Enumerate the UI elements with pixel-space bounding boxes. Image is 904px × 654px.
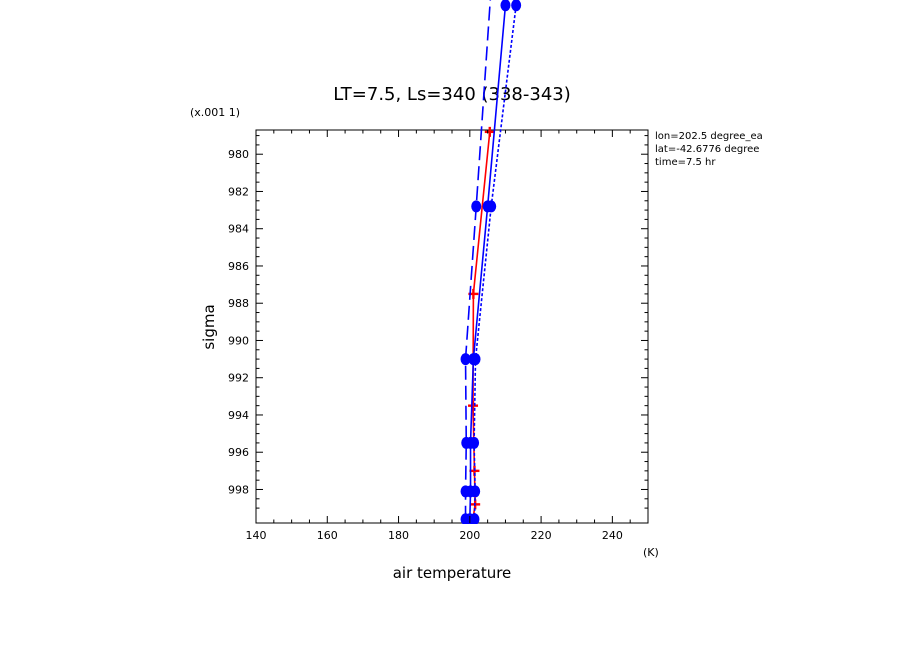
x-tick-label: 220 bbox=[531, 529, 552, 542]
x-tick-label: 240 bbox=[602, 529, 623, 542]
circle-marker bbox=[460, 485, 471, 498]
series-line-dotted-3 bbox=[473, 5, 517, 520]
info-lon: lon=202.5 degree_ea bbox=[655, 131, 763, 142]
y-tick-label: 992 bbox=[228, 372, 249, 385]
y-axis-label: sigma bbox=[200, 304, 218, 349]
x-tick-label: 200 bbox=[459, 529, 480, 542]
series-layer bbox=[460, 0, 522, 524]
info-time: time=7.5 hr bbox=[655, 157, 716, 168]
y-scale-label: (x.001 1) bbox=[190, 106, 240, 119]
circle-marker bbox=[461, 436, 472, 449]
cross-marker bbox=[468, 400, 479, 411]
y-tick-label: 984 bbox=[228, 223, 249, 236]
y-tick-label: 996 bbox=[228, 446, 249, 459]
circle-marker bbox=[460, 513, 471, 524]
x-axis-unit: (K) bbox=[643, 546, 659, 559]
y-tick-label: 982 bbox=[228, 185, 249, 198]
circle-marker bbox=[469, 436, 480, 449]
y-tick-label: 998 bbox=[228, 483, 249, 496]
circle-marker bbox=[470, 353, 481, 366]
circle-marker bbox=[486, 200, 497, 213]
x-axis-label: air temperature bbox=[393, 564, 512, 582]
circle-marker bbox=[469, 513, 480, 524]
x-tick-label: 160 bbox=[317, 529, 338, 542]
series-line-solid-0 bbox=[471, 131, 491, 522]
circle-marker bbox=[500, 0, 511, 12]
info-lat: lat=-42.6776 degree bbox=[655, 144, 759, 155]
y-tick-label: 980 bbox=[228, 148, 249, 161]
y-tick-label: 994 bbox=[228, 409, 249, 422]
circle-marker bbox=[511, 0, 522, 12]
cross-marker bbox=[484, 126, 495, 137]
circle-marker bbox=[470, 485, 481, 498]
y-tick-label: 986 bbox=[228, 260, 249, 273]
plot-frame bbox=[255, 129, 649, 524]
chart-title: LT=7.5, Ls=340 (338-343) bbox=[333, 84, 571, 105]
circle-marker bbox=[460, 353, 471, 366]
axes-layer: 140 160 180 200 220 240 980 982 984 986 988 990 992 9… bbox=[228, 130, 648, 542]
y-tick-label: 988 bbox=[228, 297, 249, 310]
x-tick-label: 180 bbox=[388, 529, 409, 542]
circle-marker bbox=[471, 200, 482, 213]
y-tick-label: 990 bbox=[228, 334, 249, 347]
x-tick-label: 140 bbox=[246, 529, 267, 542]
